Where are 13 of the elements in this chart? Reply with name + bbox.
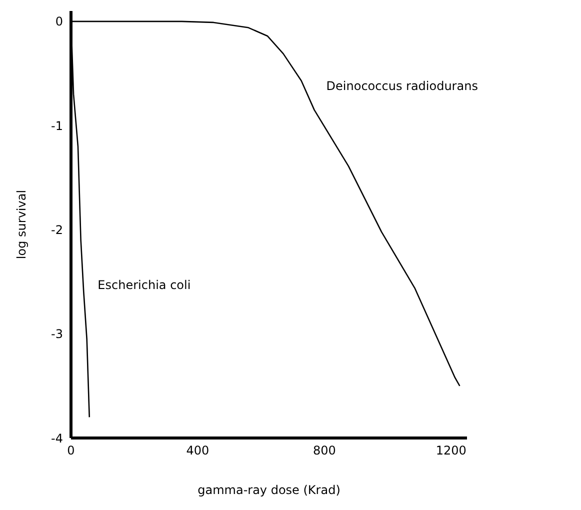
y-tick-label: -2 — [51, 222, 63, 237]
y-tick-label: 0 — [55, 14, 63, 29]
x-axis-title: gamma-ray dose (Krad) — [198, 483, 340, 497]
y-tick-label: -3 — [51, 327, 63, 342]
y-tick-label: -4 — [51, 431, 63, 446]
series-label: Deinococcus radiodurans — [326, 78, 478, 93]
y-axis-title: log survival — [14, 190, 28, 260]
x-tick-label: 0 — [67, 444, 75, 458]
series-label: Escherichia coli — [98, 278, 191, 292]
x-tick-label: 400 — [186, 444, 210, 458]
y-tick-label: -1 — [51, 118, 63, 133]
x-tick-label: 1200 — [436, 444, 466, 458]
x-tick-label: 800 — [312, 444, 336, 458]
